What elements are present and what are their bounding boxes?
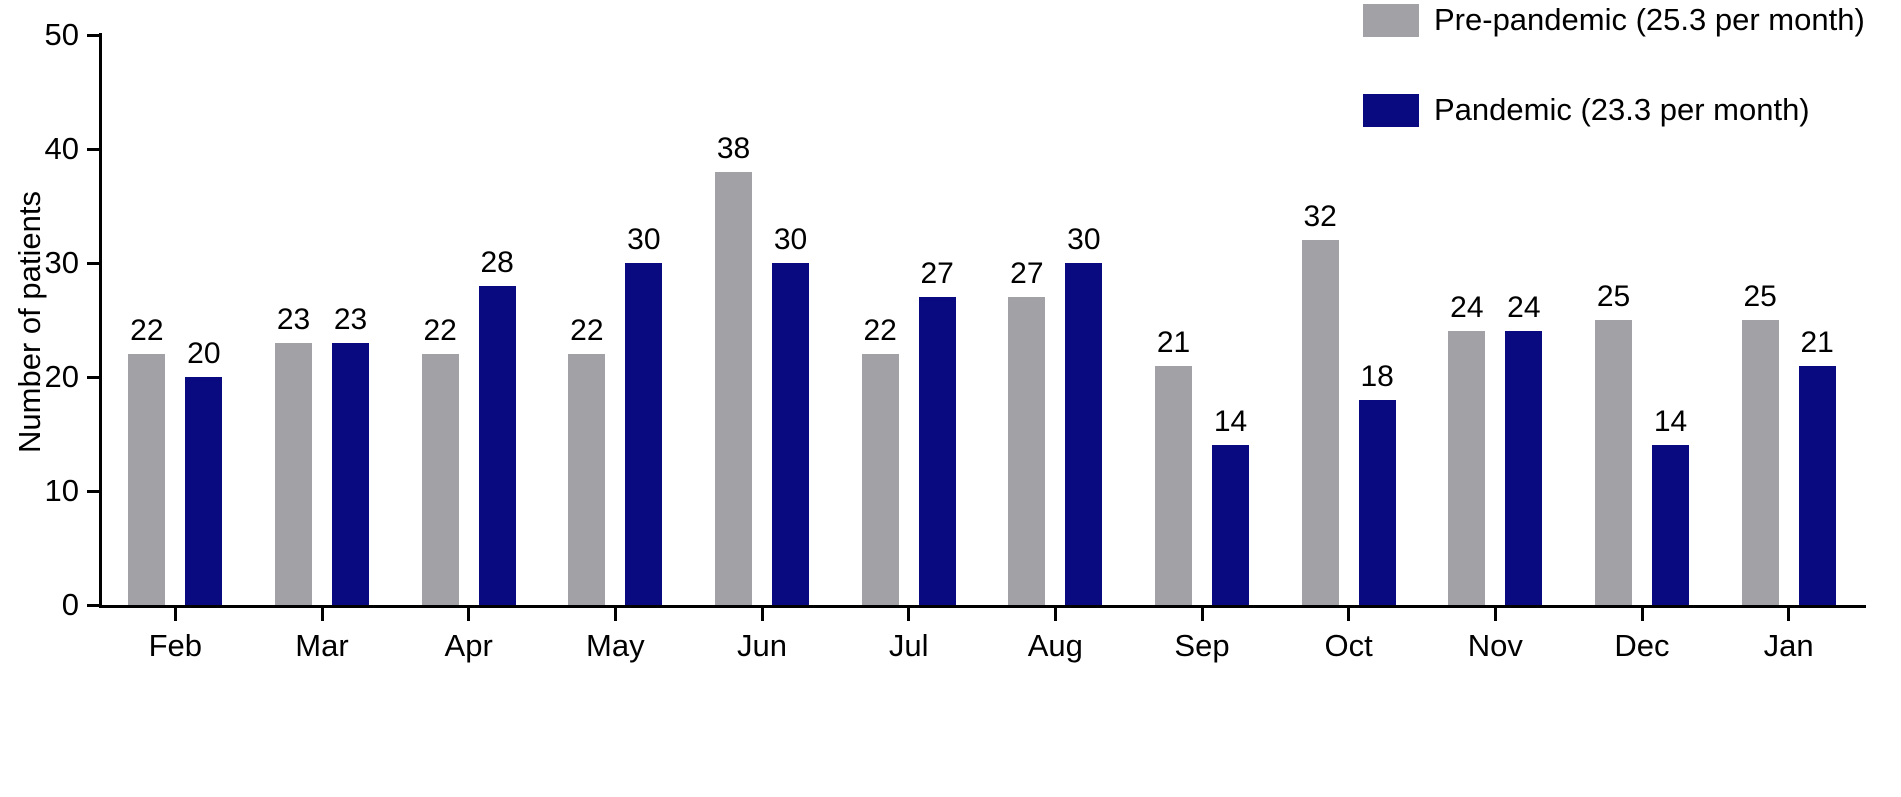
y-axis-tick [87,261,102,265]
bar-value-label: 24 [1450,291,1484,325]
bar-value-label: 30 [1067,223,1101,256]
y-axis-title: Number of patients [12,191,47,453]
x-axis-tick [1200,608,1204,621]
bar-value-label: 18 [1360,359,1394,393]
x-axis-tick [320,608,324,621]
x-axis-tick [173,608,177,621]
bar-value-label: 22 [570,314,604,348]
bar-value-label: 30 [627,223,661,256]
bar-value-label: 28 [480,245,514,279]
x-category-label: Jun [737,628,787,663]
x-axis-tick [760,608,764,621]
x-category-label: Jan [1763,628,1814,663]
x-category-label: Dec [1614,628,1670,663]
legend: Pre-pandemic (25.3 per month) Pandemic (… [1363,3,1865,127]
bar-pandemic-jan [1798,365,1836,605]
x-category-label: May [586,628,645,663]
bar-value-label: 14 [1653,405,1688,439]
x-axis-tick [907,608,911,621]
y-tick-label: 20 [44,359,79,394]
bar-pre-pandemic-sep [1155,365,1192,605]
bar-value-label: 27 [920,257,954,291]
bar-pre-pandemic-jan [1741,320,1779,605]
legend-label-pre-pandemic: Pre-pandemic (25.3 per month) [1434,2,1865,37]
y-tick-label: 50 [44,17,79,52]
bar-pre-pandemic-jul [861,354,899,605]
bar-value-label: 22 [423,314,457,348]
bar-pandemic-mar [332,342,369,605]
x-axis-tick [1787,608,1791,621]
bar-pre-pandemic-mar [275,342,312,605]
bar-value-label: 25 [1743,280,1777,313]
bar-pandemic-nov [1505,331,1543,605]
x-axis-tick [1347,608,1351,621]
bar-value-label: 21 [1156,325,1191,359]
bar-pre-pandemic-feb [128,354,166,605]
y-tick-label: 0 [61,587,79,622]
x-axis-tick [467,608,471,621]
bar-value-label: 23 [276,302,311,336]
bar-pandemic-may [625,263,663,605]
x-category-label: Feb [148,628,203,663]
y-tick-label: 30 [44,245,79,280]
legend-swatch-pandemic [1363,93,1419,127]
bar-pandemic-apr [478,285,516,605]
bar-value-label: 24 [1507,291,1541,325]
bar-pre-pandemic-apr [421,354,459,605]
x-axis-tick [1053,608,1057,621]
x-category-label: Apr [444,628,493,663]
y-tick-label: 40 [44,131,79,166]
x-category-label: Aug [1027,628,1083,663]
legend-swatch-pre-pandemic [1363,3,1419,37]
bar-pandemic-aug [1065,263,1103,605]
y-axis-line [99,33,102,608]
bar-value-label: 30 [773,223,808,256]
x-axis-tick [1493,608,1497,621]
bar-pandemic-jun [772,263,809,605]
bar-value-label: 14 [1213,405,1248,439]
bar-pre-pandemic-jun [715,171,752,605]
x-category-label: Oct [1324,628,1373,663]
bar-value-label: 23 [333,302,368,336]
x-category-label: Jul [888,628,929,663]
bar-pandemic-oct [1358,399,1396,605]
bar-pre-pandemic-aug [1008,297,1046,605]
x-category-label: Nov [1467,628,1523,663]
x-category-label: Mar [295,628,349,663]
y-axis-tick [87,147,102,151]
y-axis-tick [87,489,102,493]
x-axis-tick [613,608,617,621]
bar-pandemic-jul [918,297,956,605]
x-axis-line [99,605,1866,608]
x-axis-tick [1640,608,1644,621]
bar-pandemic-dec [1652,445,1689,605]
bar-pre-pandemic-oct [1301,240,1339,605]
y-axis-tick [87,33,102,37]
y-axis-tick [87,603,102,607]
y-axis-tick [87,375,102,379]
bar-pandemic-sep [1212,445,1249,605]
bar-pre-pandemic-nov [1448,331,1486,605]
legend-item-pandemic: Pandemic (23.3 per month) [1363,93,1865,127]
x-category-label: Sep [1174,628,1230,663]
bar-value-label: 20 [187,337,221,370]
legend-label-pandemic: Pandemic (23.3 per month) [1434,92,1810,127]
bar-value-label: 32 [1303,200,1337,234]
bar-value-label: 21 [1800,325,1834,359]
bar-value-label: 25 [1596,280,1631,313]
legend-item-pre-pandemic: Pre-pandemic (25.3 per month) [1363,3,1865,37]
y-tick-label: 10 [44,473,79,508]
bar-pre-pandemic-may [568,354,606,605]
bar-pre-pandemic-dec [1595,320,1632,605]
bar-pandemic-feb [185,377,223,605]
bar-value-label: 22 [130,314,164,348]
bar-value-label: 27 [1010,257,1044,291]
bar-value-label: 22 [863,314,897,348]
plot-area: 0 10 20 30 40 50 Feb 22 20 Mar 23 23 Apr 22 28 May 22 30 J… [45,18,1862,663]
bar-value-label: 38 [716,131,751,165]
